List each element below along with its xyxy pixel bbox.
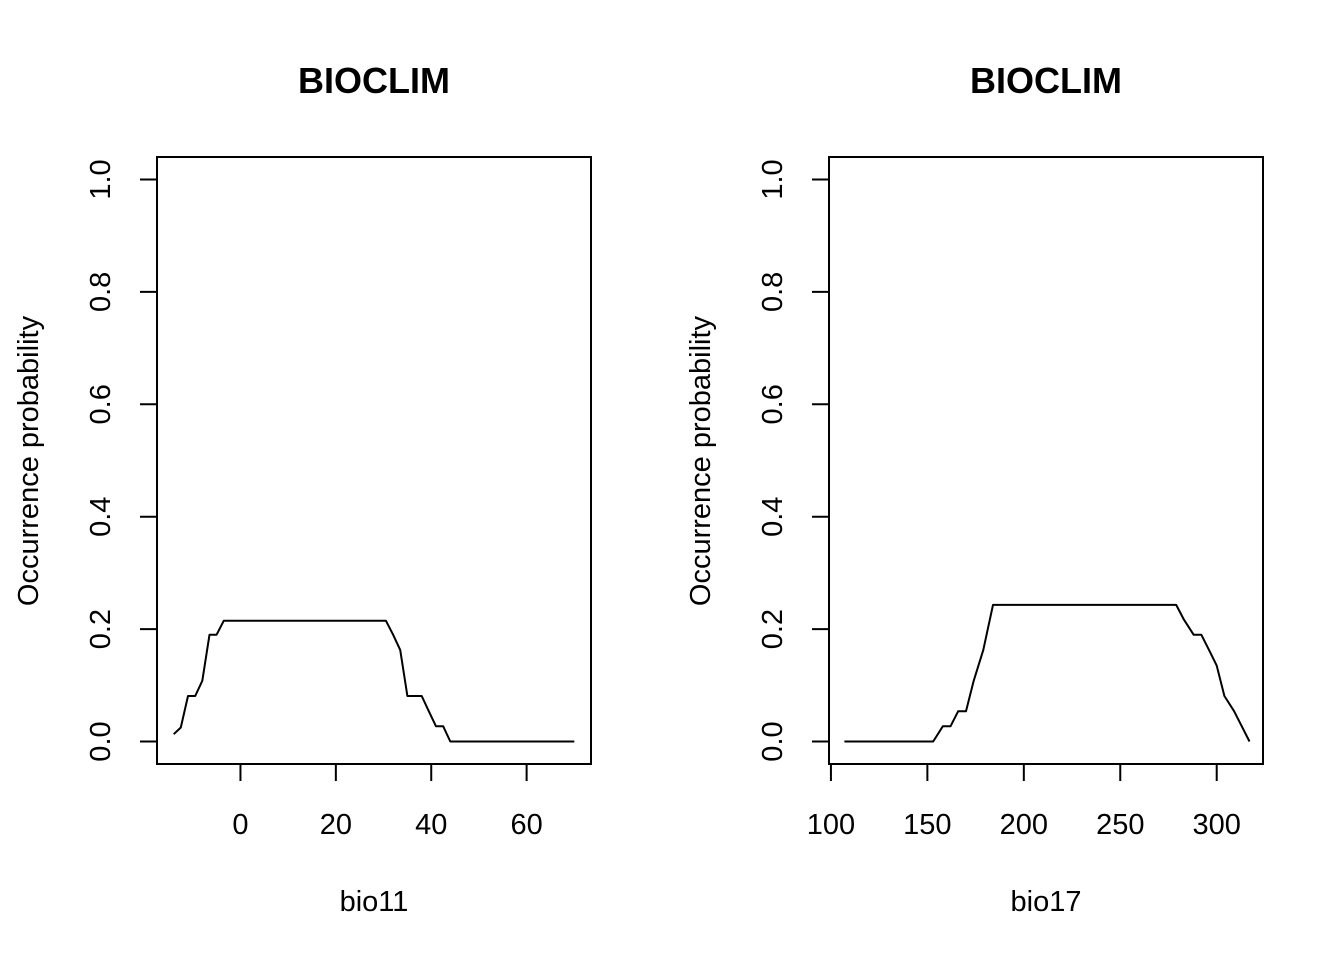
y-tick-label: 0.2 <box>757 609 789 649</box>
chart-panel-bio17: BIOCLIM bio17 Occurrence probability 100… <box>685 60 1264 918</box>
chart-title: BIOCLIM <box>970 60 1122 101</box>
y-tick-label: 0.4 <box>85 497 117 537</box>
response-curve <box>844 603 1251 743</box>
response-curve <box>173 619 575 743</box>
x-tick-label: 0 <box>232 809 248 841</box>
x-tick-label: 200 <box>1000 809 1048 841</box>
x-axis-label: bio11 <box>340 886 409 918</box>
y-tick-label: 0.0 <box>85 721 117 761</box>
y-axis-label: Occurrence probability <box>685 315 717 606</box>
y-tick-label: 0.2 <box>85 609 117 649</box>
chart-panel-bio11: BIOCLIM bio11 Occurrence probability 0 20… <box>13 60 592 918</box>
x-tick-label: 20 <box>320 809 352 841</box>
plot-frame <box>828 156 1264 765</box>
y-tick-label: 1.0 <box>757 159 789 199</box>
y-tick-label: 0.4 <box>757 497 789 537</box>
x-tick-label: 60 <box>510 809 542 841</box>
y-tick-label: 0.6 <box>757 384 789 424</box>
x-tick-label: 150 <box>903 809 951 841</box>
y-tick-label: 0.8 <box>85 272 117 312</box>
y-axis-label: Occurrence probability <box>13 315 45 606</box>
y-tick-label: 0.6 <box>85 384 117 424</box>
x-tick-label: 250 <box>1096 809 1144 841</box>
y-tick-label: 0.0 <box>757 721 789 761</box>
chart-title: BIOCLIM <box>298 60 450 101</box>
plot-frame <box>156 156 592 765</box>
x-axis-label: bio17 <box>1011 886 1082 918</box>
x-tick-label: 300 <box>1193 809 1241 841</box>
x-tick-label: 40 <box>415 809 447 841</box>
y-tick-label: 0.8 <box>757 272 789 312</box>
y-tick-label: 1.0 <box>85 159 117 199</box>
x-tick-label: 100 <box>807 809 855 841</box>
